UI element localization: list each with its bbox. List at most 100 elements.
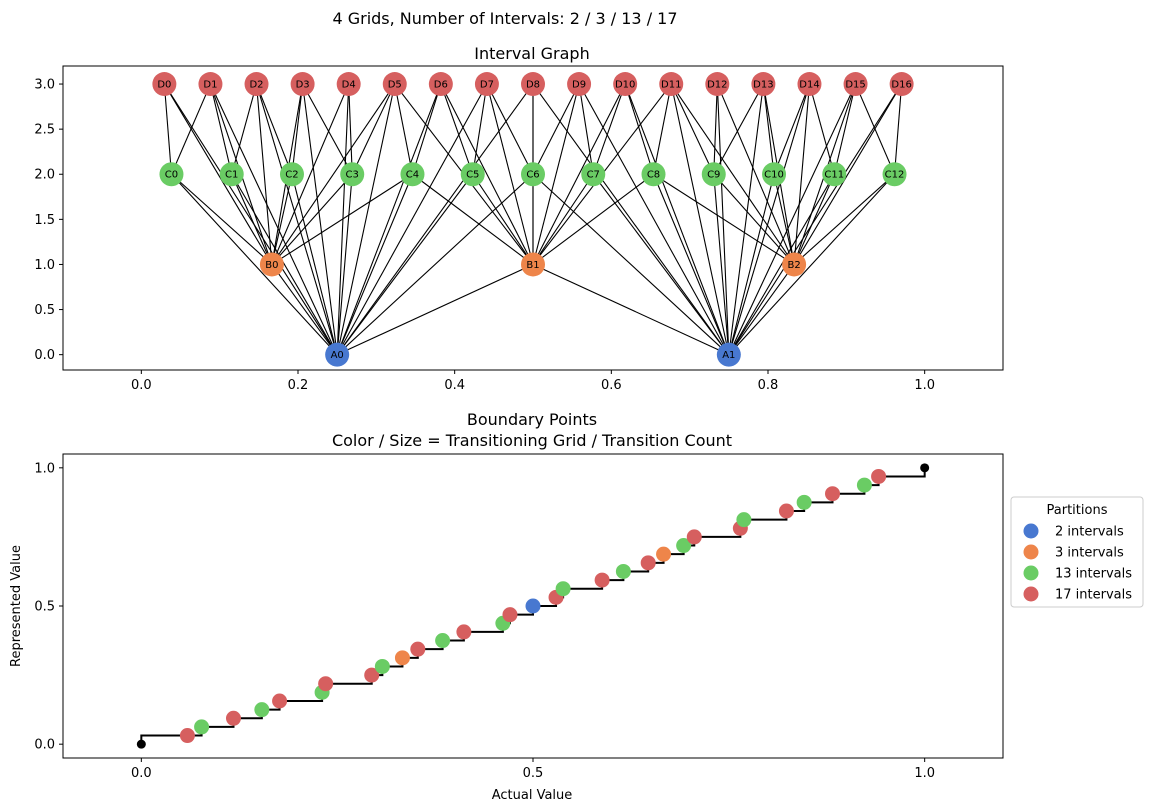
graph-edge	[532, 83, 580, 175]
graph-edge	[855, 83, 896, 175]
graph-node-c0: C0	[159, 162, 184, 187]
graph-node-d9: D9	[567, 72, 592, 97]
legend-entries: 2 intervals 3 intervals 13 intervals 17 int…	[1023, 523, 1132, 603]
graph-node-label: C7	[587, 170, 600, 181]
boundary-point	[796, 494, 812, 510]
graph-edge	[762, 83, 775, 175]
graph-node-c1: C1	[219, 162, 244, 187]
graph-edge	[271, 173, 413, 265]
x-tick-label: 0.5	[523, 766, 544, 781]
boundary-point	[318, 676, 334, 692]
legend-marker	[1023, 586, 1039, 602]
graph-node-d15: D15	[843, 72, 868, 97]
graph-edge	[532, 83, 730, 355]
graph-node-marker	[400, 162, 425, 187]
graph-edge	[728, 83, 810, 355]
graph-edge	[336, 173, 474, 355]
graph-edge	[271, 83, 396, 265]
graph-node-marker	[159, 162, 184, 187]
graph-node-d4: D4	[336, 72, 361, 97]
graph-edge	[231, 173, 338, 355]
graph-node-label: D7	[480, 80, 494, 91]
graph-node-d5: D5	[382, 72, 407, 97]
graph-node-label: D9	[572, 80, 586, 91]
legend-entry: 17 intervals	[1023, 586, 1132, 603]
graph-node-label: D6	[434, 80, 448, 91]
boundary-point	[254, 702, 270, 718]
graph-edge	[670, 83, 730, 355]
graph-node-marker	[521, 72, 545, 97]
graph-node-a0: A0	[325, 342, 350, 367]
graph-node-marker	[613, 72, 638, 97]
graph-node-d6: D6	[428, 72, 453, 97]
graph-node-marker	[521, 252, 545, 277]
boundary-points-subtitle: Color / Size = Transitioning Grid / Tran…	[332, 431, 732, 450]
step-endpoints	[136, 463, 930, 749]
graph-edge	[171, 173, 273, 265]
graph-edge	[578, 83, 594, 175]
graph-edge	[808, 83, 835, 175]
graph-node-marker	[882, 162, 907, 187]
graph-node-marker	[325, 342, 350, 367]
graph-edge	[171, 173, 338, 356]
graph-node-marker	[428, 72, 453, 97]
graph-node-b0: B0	[259, 252, 284, 277]
boundary-point	[555, 581, 571, 597]
graph-edge	[411, 83, 442, 175]
graph-node-d2: D2	[244, 72, 269, 97]
boundary-points-yticks: 0.0 0.5 1.0	[34, 461, 63, 753]
graph-node-d1: D1	[198, 72, 223, 97]
graph-node-marker	[889, 72, 914, 97]
graph-node-marker	[701, 162, 726, 187]
graph-edge	[472, 173, 534, 265]
graph-edge	[728, 174, 775, 355]
graph-node-marker	[460, 162, 485, 187]
graph-edge	[291, 174, 338, 355]
boundary-point	[676, 538, 692, 554]
graph-edge	[170, 83, 211, 175]
boundary-point	[502, 607, 518, 623]
graph-node-label: D16	[891, 80, 911, 91]
boundary-point	[736, 512, 752, 528]
graph-node-label: C2	[285, 170, 298, 181]
boundary-point	[435, 633, 451, 649]
boundary-point	[179, 728, 195, 744]
graph-edge	[351, 83, 396, 175]
graph-node-marker	[843, 72, 868, 97]
graph-node-marker	[716, 342, 741, 367]
boundary-point	[364, 667, 380, 683]
graph-node-label: C12	[885, 170, 905, 181]
graph-edge	[231, 174, 273, 265]
graph-node-label: C9	[707, 170, 720, 181]
boundary-points-axes: Boundary Points Color / Size = Transitio…	[9, 410, 1144, 803]
graph-edge	[728, 83, 857, 355]
figure-suptitle: 4 Grids, Number of Intervals: 2 / 3 / 13…	[332, 9, 677, 28]
graph-node-d8: D8	[521, 72, 545, 97]
graph-edge	[271, 173, 353, 265]
graph-node-c7: C7	[581, 162, 606, 187]
legend-entry: 2 intervals	[1023, 523, 1124, 540]
graph-edge	[532, 83, 626, 265]
y-tick-label: 2.5	[34, 123, 55, 138]
graph-edge	[348, 84, 353, 175]
graph-edge	[793, 83, 903, 265]
graph-node-label: C3	[346, 170, 359, 181]
graph-edge	[336, 174, 353, 355]
y-axis-label: Represented Value	[9, 545, 24, 667]
graph-node-label: C0	[165, 170, 178, 181]
graph-node-label: A1	[722, 350, 735, 361]
boundary-point	[194, 719, 210, 735]
graph-node-label: B0	[265, 260, 278, 271]
boundary-point	[225, 710, 241, 726]
graph-edge	[336, 263, 534, 356]
graph-node-c3: C3	[340, 162, 365, 187]
graph-edge	[670, 83, 715, 175]
graph-node-marker	[279, 162, 304, 187]
graph-node-c4: C4	[400, 162, 425, 187]
graph-edge	[486, 83, 534, 175]
graph-node-marker	[382, 72, 407, 97]
graph-node-marker	[751, 72, 776, 97]
boundary-point	[374, 658, 390, 674]
graph-edge	[532, 83, 580, 265]
graph-edge	[653, 174, 730, 355]
